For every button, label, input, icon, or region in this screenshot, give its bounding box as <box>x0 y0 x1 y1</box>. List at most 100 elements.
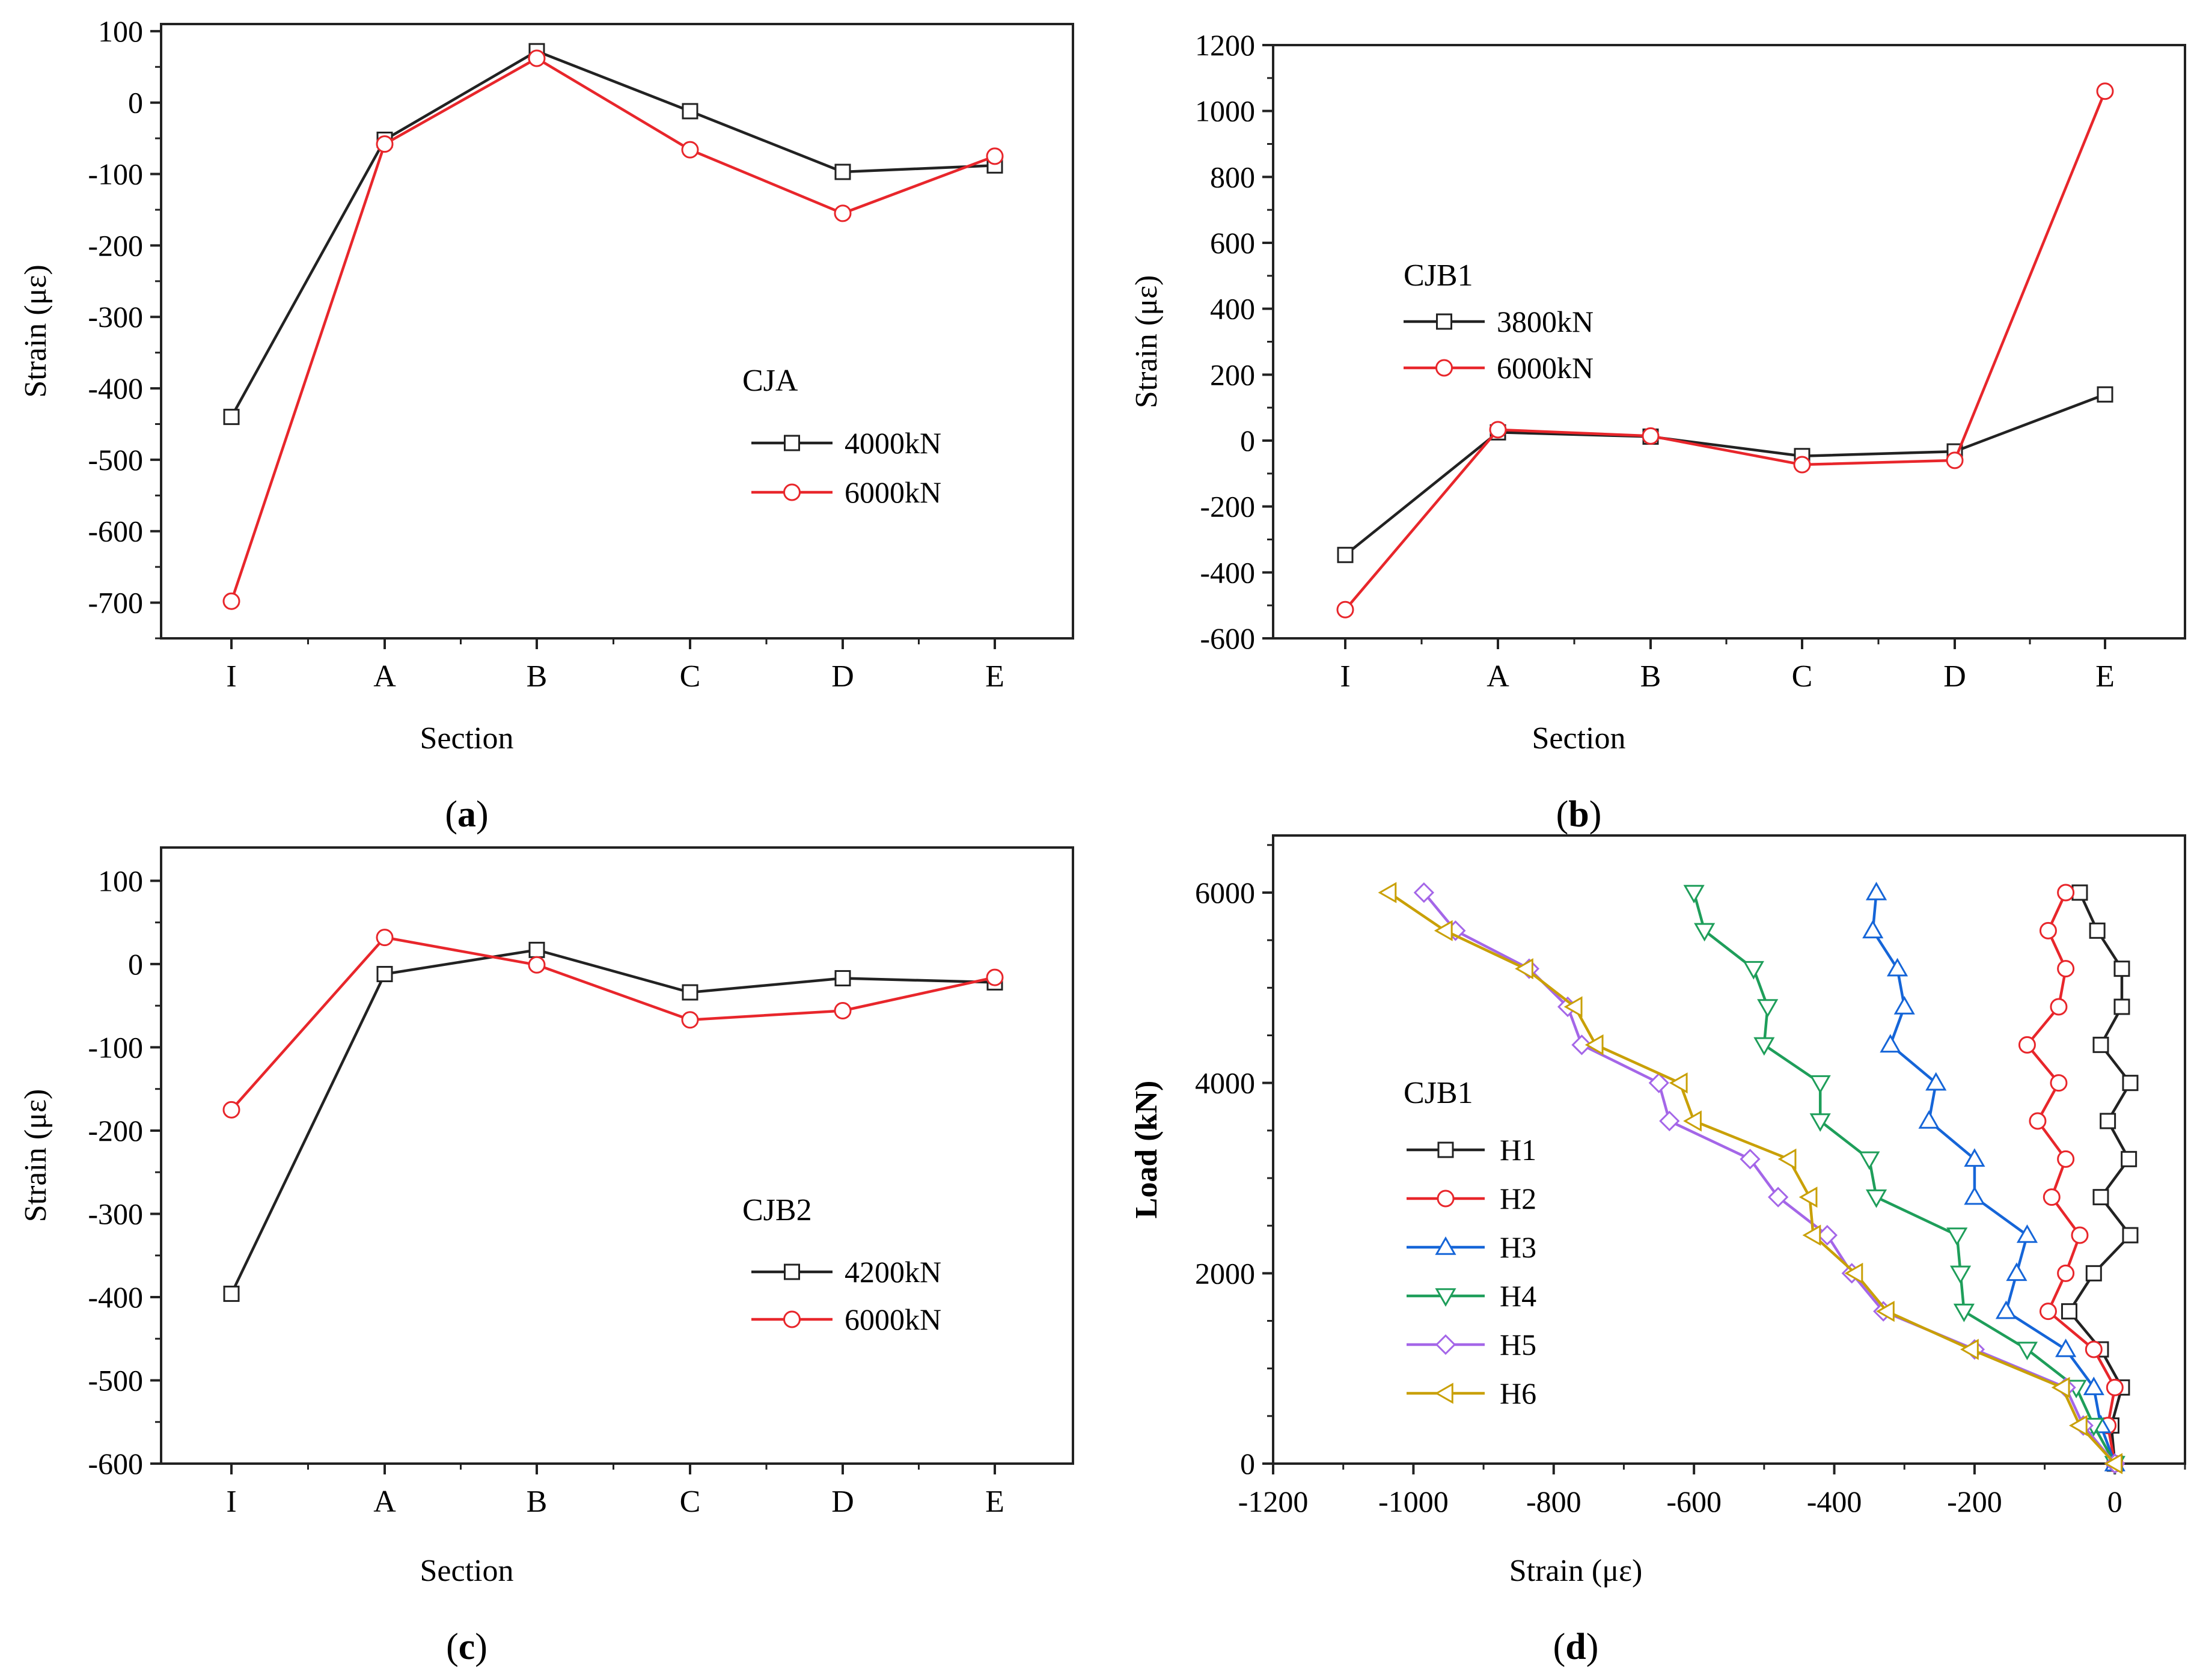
data-point-H6 <box>1683 1110 1702 1132</box>
series-line-H1 <box>2067 892 2132 1464</box>
chart-panel-d: 0 2000 4000 6000 -1200 -1000 -800 -600 -400 -200 0… <box>1129 834 2186 1667</box>
data-point-H1 <box>2061 1303 2077 1320</box>
data-point-H1 <box>2113 998 2130 1015</box>
data-point-6000kN <box>376 135 394 153</box>
data-point-H2 <box>2050 998 2068 1016</box>
x-tick-label: A <box>373 1485 396 1519</box>
y-tick-label: -600 <box>1200 622 1255 655</box>
plot-frame <box>160 23 1074 640</box>
data-point-6000kN <box>376 929 394 947</box>
x-tick-label: B <box>527 1485 548 1519</box>
data-point-H3 <box>1862 920 1884 939</box>
legend-title: CJB2 <box>742 1193 812 1227</box>
data-point-H1 <box>2121 1150 2137 1167</box>
data-point-H3 <box>1995 1300 2017 1319</box>
y-tick-label: 100 <box>98 14 143 48</box>
y-tick-label: -200 <box>88 1114 143 1147</box>
data-point-H2 <box>2018 1036 2036 1054</box>
data-point-H3 <box>1964 1148 1985 1167</box>
x-tick-label: -400 <box>1807 1485 1862 1518</box>
legend-label: H6 <box>1500 1376 1536 1410</box>
data-point-H3 <box>1880 1034 1901 1053</box>
panel-label: (c) <box>446 1627 487 1667</box>
y-tick-label: -400 <box>88 371 143 405</box>
y-tick-label: 200 <box>1210 358 1255 391</box>
series-line-3800kN <box>1344 393 2106 557</box>
x-tick-label: I <box>226 659 236 694</box>
data-point-6000kN <box>681 1011 699 1029</box>
data-point-H6 <box>2068 1415 2088 1437</box>
series-line-4200kN <box>230 948 995 1295</box>
legend-label: 6000kN <box>845 1303 941 1336</box>
x-tick-label: D <box>1943 659 1966 694</box>
data-point-H2 <box>2057 1150 2075 1168</box>
data-point-H3 <box>2055 1338 2077 1357</box>
x-tick-label: C <box>1792 659 1813 694</box>
data-point-3800kN <box>2097 386 2113 403</box>
data-point-H2 <box>2050 1074 2068 1092</box>
data-point-H1 <box>2085 1265 2102 1281</box>
data-point-6000kN <box>528 49 546 67</box>
y-tick-label: 600 <box>1210 226 1255 260</box>
legend-marker <box>1435 1334 1456 1355</box>
legend-marker <box>783 1310 801 1328</box>
y-tick-label: -200 <box>1200 490 1255 524</box>
data-point-H4 <box>1809 1113 1831 1132</box>
data-point-6000kN <box>1642 427 1660 445</box>
data-point-H3 <box>1865 881 1887 900</box>
plot-frame <box>1272 44 2186 640</box>
x-tick-label: 0 <box>2107 1485 2122 1518</box>
data-point-H1 <box>2113 961 2130 977</box>
data-point-H6 <box>1844 1262 1863 1284</box>
data-point-6000kN <box>834 1001 852 1019</box>
data-point-H4 <box>1757 999 1779 1018</box>
data-point-4200kN <box>223 1285 240 1302</box>
x-tick-label: B <box>1640 659 1661 694</box>
series-line-6000kN <box>230 936 995 1111</box>
y-axis-title: Strain (με) <box>19 264 53 398</box>
data-point-H6 <box>1584 1034 1604 1055</box>
data-point-H1 <box>2092 1036 2109 1053</box>
chart-panel-a: 100 0 -100 -200 -300 -400 -500 -600 -700 I A B C D E Se… <box>19 14 1074 835</box>
legend-marker <box>1436 313 1452 330</box>
x-tick-label: I <box>226 1485 236 1519</box>
data-point-6000kN <box>834 204 852 222</box>
data-point-H4 <box>1949 1265 1972 1284</box>
y-tick-label: 6000 <box>1195 876 1255 909</box>
data-point-6000kN <box>1946 451 1964 469</box>
data-point-H6 <box>1802 1224 1821 1246</box>
y-tick-label: -200 <box>88 228 143 262</box>
y-tick-label: -400 <box>1200 555 1255 589</box>
y-tick-label: 1000 <box>1195 94 1255 128</box>
data-point-H6 <box>1777 1148 1797 1170</box>
x-axis-title: Section <box>420 1554 514 1588</box>
data-point-H3 <box>2006 1262 2027 1281</box>
y-axis-title: Strain (με) <box>1129 275 1164 409</box>
data-point-H4 <box>1809 1075 1831 1094</box>
y-axis-title: Strain (με) <box>19 1089 53 1223</box>
y-tick-label: 2000 <box>1195 1256 1255 1290</box>
x-tick-label: D <box>831 659 854 694</box>
data-point-H6 <box>2051 1376 2070 1398</box>
x-tick-label: -1200 <box>1238 1485 1309 1518</box>
y-tick-label: 0 <box>128 947 143 981</box>
x-tick-label: C <box>680 1485 701 1519</box>
y-tick-label: -400 <box>88 1280 143 1314</box>
series-line-6000kN <box>1344 90 2107 611</box>
data-point-6000kN <box>681 141 699 159</box>
data-point-H6 <box>1798 1187 1818 1208</box>
y-tick-label: -500 <box>88 1363 143 1397</box>
y-tick-label: -300 <box>88 300 143 334</box>
data-point-H1 <box>2122 1075 2139 1092</box>
data-point-H1 <box>2071 884 2088 901</box>
legend-label: 6000kN <box>845 475 941 509</box>
legend-label: H3 <box>1500 1230 1536 1264</box>
x-axis-title: Section <box>420 721 514 756</box>
x-tick-label: A <box>1487 659 1509 694</box>
series-line-4000kN <box>230 49 995 418</box>
data-point-H2 <box>2029 1112 2047 1130</box>
y-axis-title: Load (kN) <box>1129 1081 1164 1219</box>
data-point-H1 <box>2100 1113 2116 1129</box>
data-point-6000kN <box>222 1101 240 1119</box>
